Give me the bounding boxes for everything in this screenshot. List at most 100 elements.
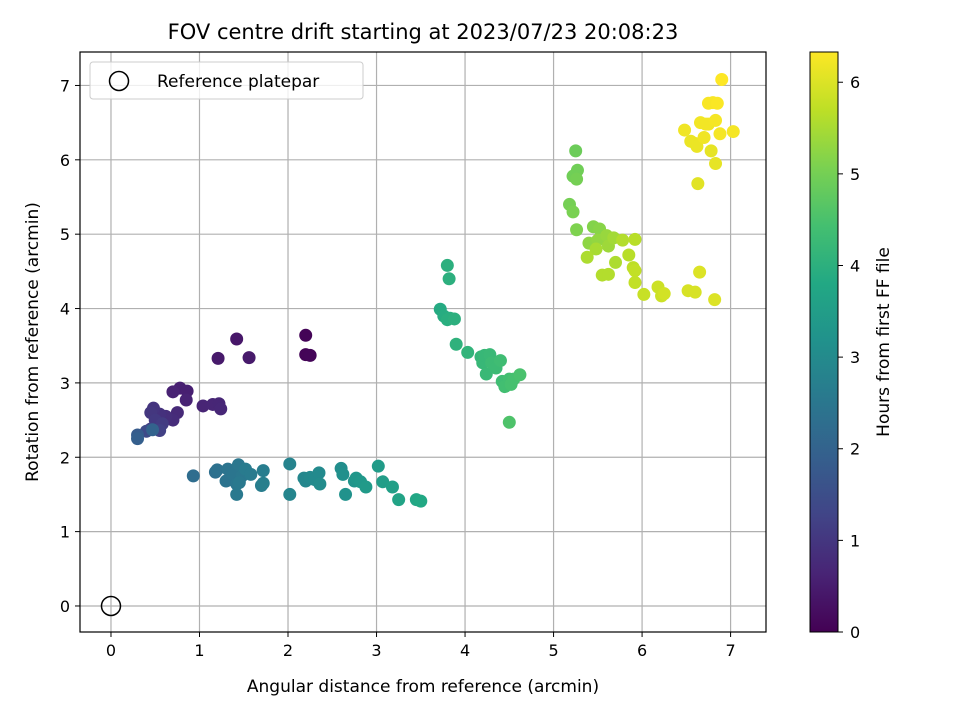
- reference-marker: [100, 595, 122, 617]
- data-point: [726, 125, 740, 139]
- data-points: [131, 73, 740, 508]
- data-point: [232, 476, 246, 490]
- data-point: [336, 467, 350, 481]
- data-point: [210, 463, 224, 477]
- data-point: [242, 351, 256, 365]
- data-point: [256, 464, 270, 478]
- y-tick-label: 7: [60, 76, 70, 95]
- data-point: [440, 258, 454, 272]
- data-point: [693, 265, 707, 279]
- x-tick-label: 2: [283, 641, 293, 660]
- data-point: [697, 131, 711, 145]
- data-point: [691, 177, 705, 191]
- colorbar-label: Hours from first FF file: [874, 247, 894, 437]
- data-point: [502, 415, 516, 429]
- data-point: [479, 367, 493, 381]
- data-point: [566, 205, 580, 219]
- data-point: [580, 250, 594, 264]
- colorbar-gradient: [809, 51, 839, 633]
- data-point: [283, 487, 297, 501]
- data-point: [214, 402, 228, 416]
- data-point: [688, 285, 702, 299]
- data-point: [359, 480, 373, 494]
- data-point: [186, 469, 200, 483]
- data-point: [256, 476, 270, 490]
- data-point: [303, 348, 317, 362]
- y-tick-label: 3: [60, 374, 70, 393]
- data-point: [166, 385, 180, 399]
- data-point: [447, 312, 461, 326]
- data-point: [622, 248, 636, 262]
- colorbar-tick-label: 6: [850, 73, 860, 92]
- data-point: [461, 345, 475, 359]
- plot-frame: [79, 51, 767, 633]
- colorbar-tick-label: 1: [850, 531, 860, 550]
- data-point: [637, 287, 651, 301]
- colorbar-tick-label: 4: [850, 256, 860, 275]
- y-tick-label: 6: [60, 151, 70, 170]
- legend-marker-icon: [108, 70, 130, 92]
- data-point: [414, 494, 428, 508]
- colorbar-tick-label: 2: [850, 440, 860, 459]
- data-point: [713, 127, 727, 141]
- data-point: [628, 276, 642, 290]
- y-axis-ticks: 0 1 2 3 4 5 6 7: [60, 76, 80, 616]
- data-point: [628, 232, 642, 246]
- data-point: [449, 337, 463, 351]
- data-point: [385, 480, 399, 494]
- data-point: [704, 144, 718, 158]
- data-point: [371, 459, 385, 473]
- data-point: [616, 233, 630, 247]
- reference-point: [100, 595, 122, 617]
- x-axis-label: Angular distance from reference (arcmin): [247, 677, 599, 697]
- data-point: [570, 172, 584, 186]
- grid-lines: [80, 52, 766, 632]
- data-point: [313, 477, 327, 491]
- data-point: [244, 467, 258, 481]
- y-tick-label: 5: [60, 225, 70, 244]
- data-point: [513, 368, 527, 382]
- data-point: [690, 139, 704, 153]
- y-tick-label: 2: [60, 448, 70, 467]
- x-axis-ticks: 0 1 2 3 4 5 6 7: [106, 632, 736, 660]
- data-point: [376, 475, 390, 489]
- data-point: [708, 293, 722, 307]
- colorbar-tick-label: 5: [850, 165, 860, 184]
- data-point: [657, 287, 671, 301]
- data-point: [179, 393, 193, 407]
- y-tick-label: 4: [60, 300, 70, 319]
- legend-box: [89, 61, 364, 100]
- x-tick-label: 0: [106, 641, 116, 660]
- colorbar-tick-label: 3: [850, 348, 860, 367]
- data-point: [601, 267, 615, 281]
- data-point: [709, 157, 723, 171]
- chart-title: FOV centre drift starting at 2023/07/23 …: [168, 20, 679, 44]
- colorbar-tick-label: 0: [850, 623, 860, 642]
- data-point: [230, 332, 244, 346]
- y-tick-label: 1: [60, 523, 70, 542]
- data-point: [339, 487, 353, 501]
- x-tick-label: 1: [194, 641, 204, 660]
- data-point: [196, 399, 210, 413]
- data-point: [609, 255, 623, 269]
- x-tick-label: 4: [460, 641, 470, 660]
- data-point: [131, 432, 145, 446]
- data-point: [493, 354, 507, 368]
- y-axis-label: Rotation from reference (arcmin): [23, 202, 43, 482]
- data-point: [699, 117, 713, 131]
- colorbar: 0 1 2 3 4 5 6 Hours from first FF file: [809, 51, 894, 642]
- data-point: [442, 272, 456, 286]
- data-point: [230, 487, 244, 501]
- data-point: [678, 123, 692, 137]
- colorbar-ticks: 0 1 2 3 4 5 6: [838, 73, 860, 642]
- data-point: [569, 144, 583, 158]
- data-point: [146, 423, 160, 437]
- data-point: [570, 223, 584, 237]
- legend-label: Reference platepar: [157, 72, 319, 92]
- x-tick-label: 6: [637, 641, 647, 660]
- data-point: [283, 457, 297, 471]
- data-point: [312, 466, 326, 480]
- data-point: [709, 113, 723, 127]
- x-tick-label: 7: [725, 641, 735, 660]
